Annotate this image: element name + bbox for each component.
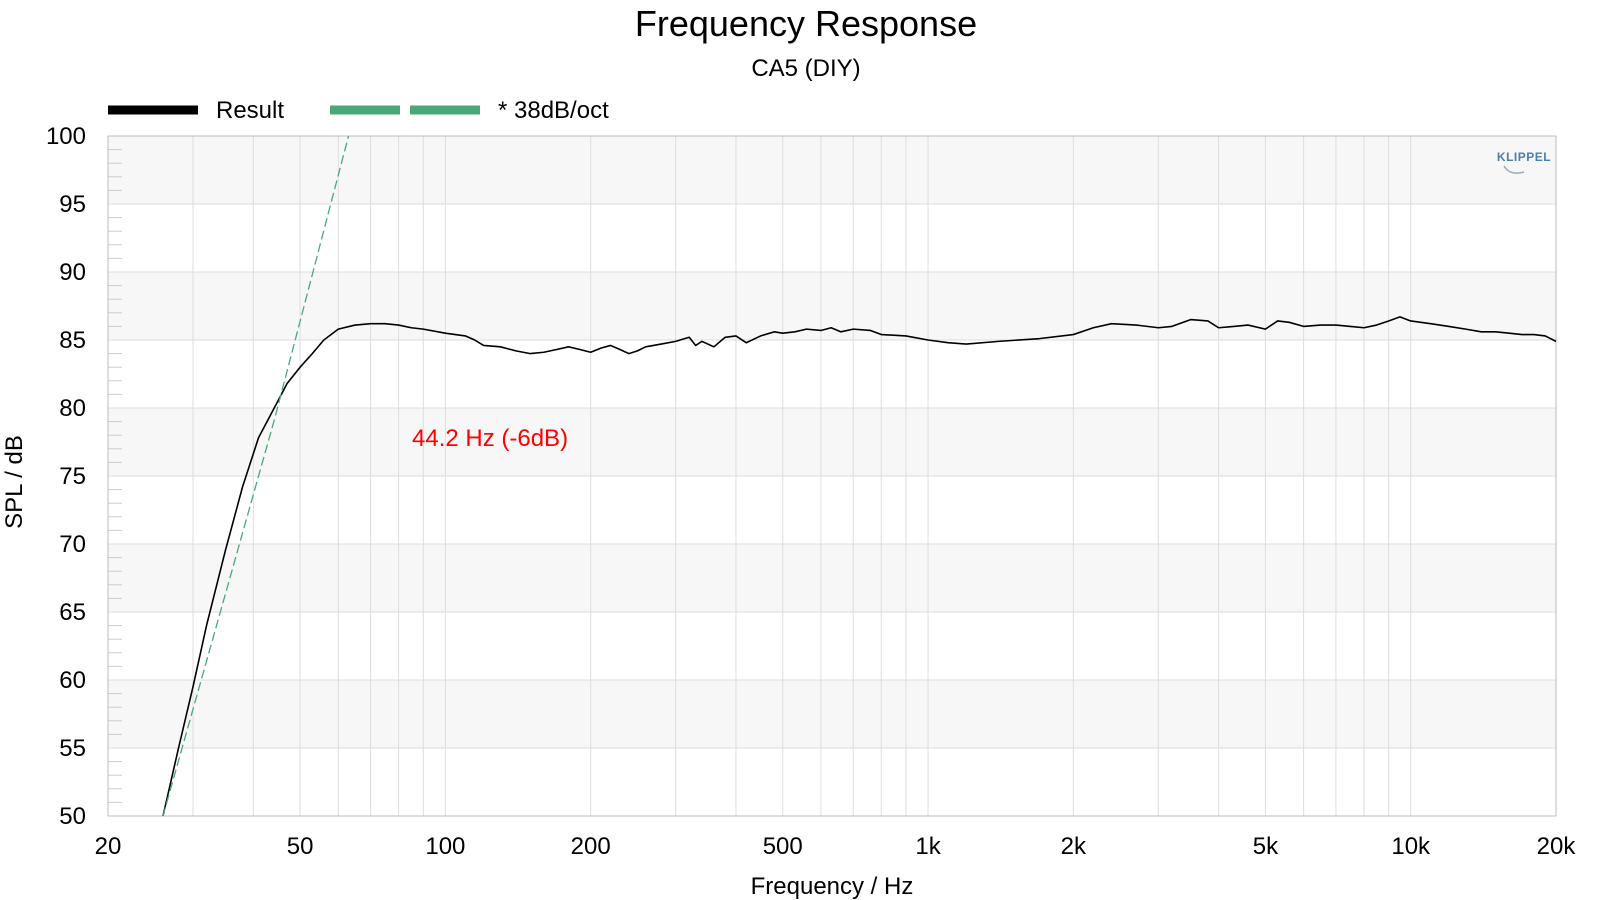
plot-background-bands: [108, 136, 1556, 748]
x-tick-label: 50: [287, 833, 314, 860]
x-tick-label: 5k: [1253, 833, 1279, 860]
x-axis-label: Frequency / Hz: [751, 873, 914, 900]
chart-title: Frequency Response: [635, 3, 977, 44]
background-band: [108, 272, 1556, 340]
y-tick-label: 55: [59, 735, 86, 762]
y-tick-label: 50: [59, 803, 86, 830]
series-group: [162, 135, 1557, 817]
x-tick-labels: 20 50 100 200 500 1k 2k 5k 10k 20k: [95, 833, 1577, 860]
y-tick-label: 90: [59, 259, 86, 286]
y-tick-label: 65: [59, 599, 86, 626]
background-band: [108, 408, 1556, 476]
series-line-result: [162, 316, 1557, 817]
legend-label-slope: * 38dB/oct: [498, 97, 609, 124]
y-tick-label: 75: [59, 463, 86, 490]
y-tick-label: 100: [46, 123, 86, 150]
y-axis-label: SPL / dB: [1, 435, 28, 529]
x-tick-label: 2k: [1061, 833, 1087, 860]
legend: Result * 38dB/oct: [108, 97, 609, 124]
plot-frame: [107, 135, 1557, 817]
y-tick-labels: 50 55 60 65 70 75 80 85 90 95 100: [46, 123, 86, 830]
x-tick-label: 200: [571, 833, 611, 860]
legend-label-result: Result: [216, 97, 284, 124]
background-band: [108, 680, 1556, 748]
series-line-slope: [162, 135, 350, 817]
y-tick-label: 80: [59, 395, 86, 422]
background-band: [108, 544, 1556, 612]
x-tick-label: 20k: [1537, 833, 1577, 860]
x-tick-label: 500: [763, 833, 803, 860]
cutoff-annotation: 44.2 Hz (-6dB): [412, 425, 568, 452]
x-tick-label: 10k: [1391, 833, 1431, 860]
y-tick-label: 70: [59, 531, 86, 558]
klippel-logo-text: KLIPPEL: [1497, 150, 1551, 164]
y-tick-label: 85: [59, 327, 86, 354]
background-band: [108, 136, 1556, 204]
x-tick-label: 100: [425, 833, 465, 860]
chart-subtitle: CA5 (DIY): [751, 55, 860, 82]
x-tick-label: 20: [95, 833, 122, 860]
klippel-logo: KLIPPEL: [1497, 150, 1551, 174]
y-minor-ticks: [108, 149, 122, 803]
klippel-logo-arc: [1503, 165, 1525, 174]
y-tick-label: 95: [59, 191, 86, 218]
x-tick-label: 1k: [915, 833, 941, 860]
y-tick-label: 60: [59, 667, 86, 694]
